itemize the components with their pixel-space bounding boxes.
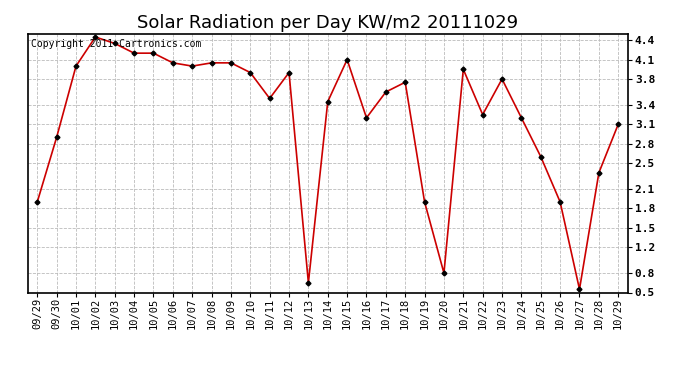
- Text: Copyright 2011 Cartronics.com: Copyright 2011 Cartronics.com: [30, 39, 201, 49]
- Title: Solar Radiation per Day KW/m2 20111029: Solar Radiation per Day KW/m2 20111029: [137, 14, 518, 32]
